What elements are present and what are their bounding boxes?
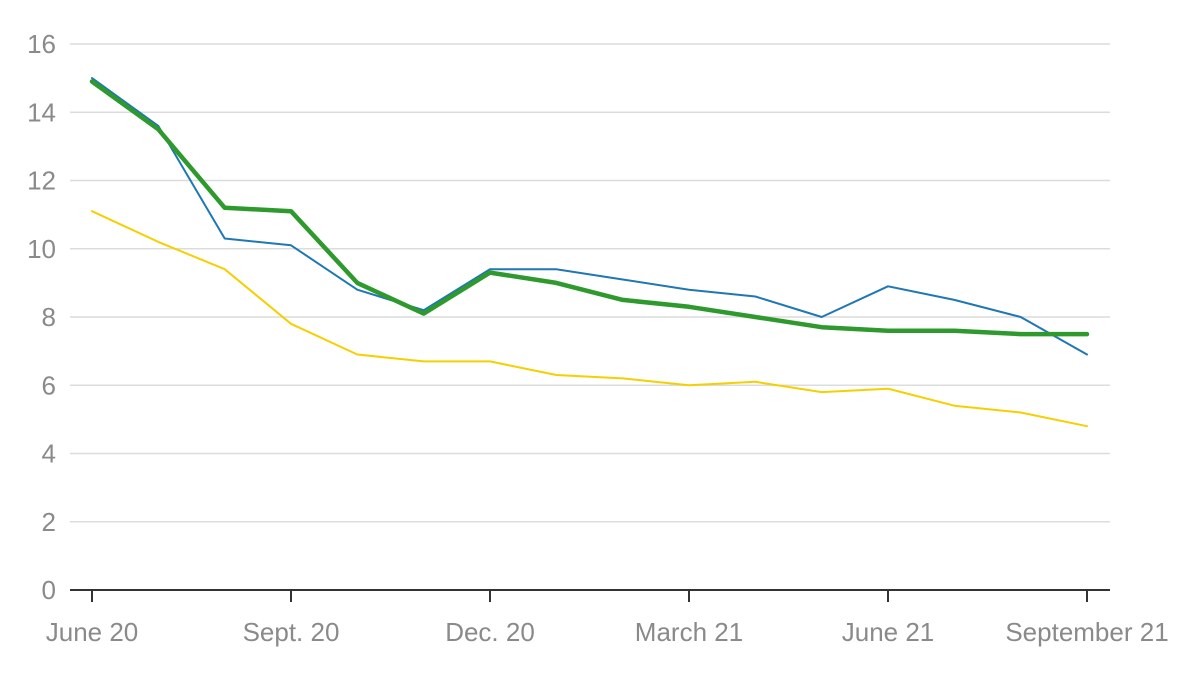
y-tick-label: 6 [42, 370, 56, 400]
x-tick-label: June 20 [46, 617, 139, 647]
series-line-2 [91, 210, 1088, 428]
x-axis: June 20 Sept. 20 Dec. 20 March 21 June 21 Sep… [46, 589, 1169, 647]
y-tick-label: 16 [27, 29, 56, 59]
x-tick-label: March 21 [635, 617, 743, 647]
y-axis-tick-labels: 0 2 4 6 8 10 12 14 16 [27, 29, 56, 605]
y-tick-label: 2 [42, 507, 56, 537]
series-lines [89, 77, 1090, 428]
series-line-1 [91, 77, 1088, 356]
x-tick-label: Dec. 20 [445, 617, 535, 647]
x-tick-label: September 21 [1005, 617, 1168, 647]
gridlines [70, 43, 1110, 523]
y-tick-label: 12 [27, 166, 56, 196]
series-line-3 [89, 79, 1090, 337]
x-tick-label: Sept. 20 [243, 617, 340, 647]
y-tick-label: 4 [42, 439, 56, 469]
y-tick-label: 10 [27, 234, 56, 264]
x-tick-label: June 21 [842, 617, 935, 647]
y-tick-label: 8 [42, 302, 56, 332]
y-tick-label: 14 [27, 97, 56, 127]
y-tick-label: 0 [42, 575, 56, 605]
